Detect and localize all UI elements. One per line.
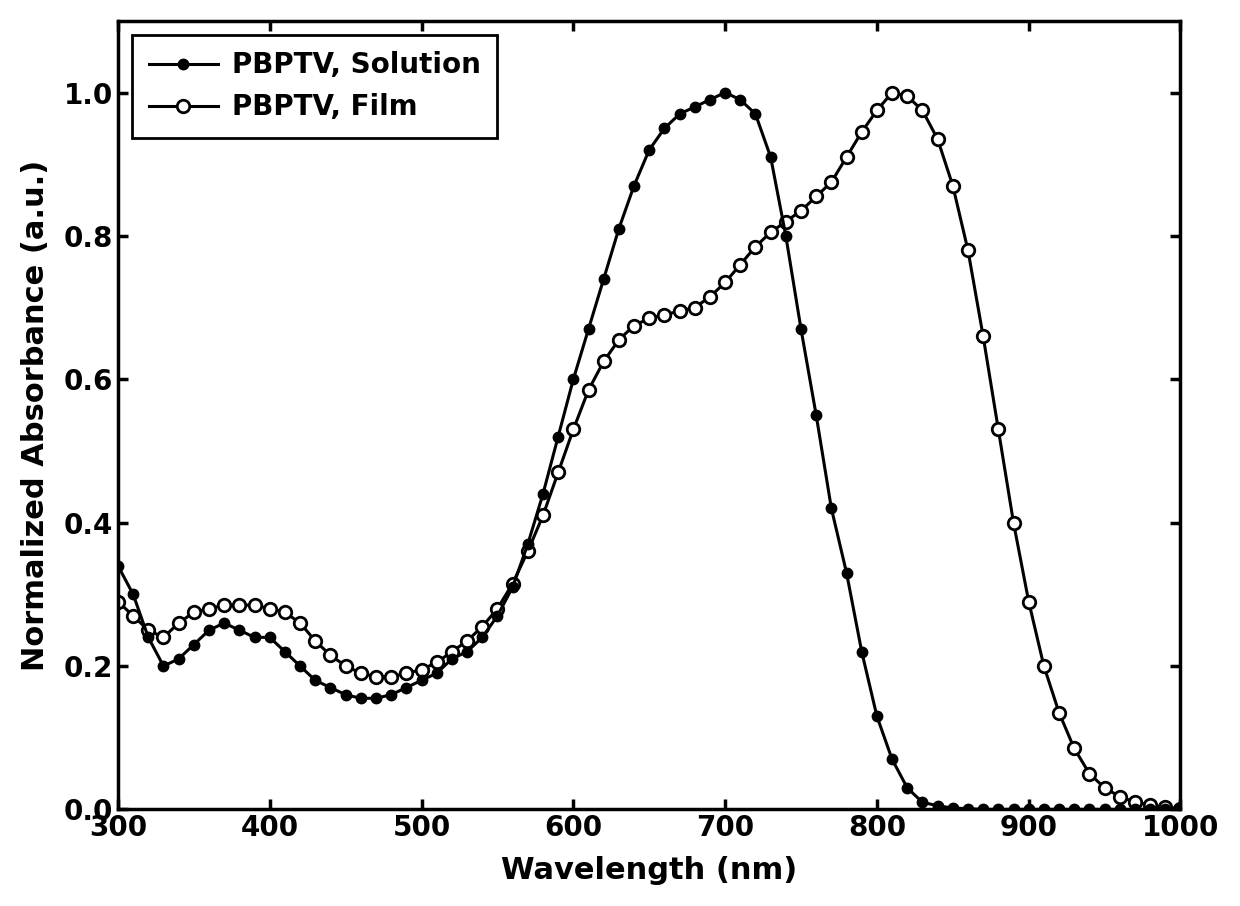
Legend: PBPTV, Solution, PBPTV, Film: PBPTV, Solution, PBPTV, Film [131, 34, 497, 138]
PBPTV, Film [110, 596, 125, 607]
Line: PBPTV, Solution: PBPTV, Solution [113, 88, 1185, 814]
Line: PBPTV, Film: PBPTV, Film [112, 86, 1187, 815]
PBPTV, Film [748, 241, 763, 252]
PBPTV, Solution [110, 560, 125, 571]
PBPTV, Solution [263, 631, 278, 642]
PBPTV, Film [930, 134, 945, 145]
PBPTV, Film [626, 320, 641, 331]
Y-axis label: Normalized Absorbance (a.u.): Normalized Absorbance (a.u.) [21, 159, 50, 670]
PBPTV, Film [1173, 804, 1188, 814]
PBPTV, Solution [976, 804, 991, 814]
X-axis label: Wavelength (nm): Wavelength (nm) [501, 856, 797, 885]
PBPTV, Film [141, 625, 156, 636]
PBPTV, Solution [626, 180, 641, 191]
PBPTV, Film [1127, 796, 1142, 807]
PBPTV, Solution [1173, 804, 1188, 814]
PBPTV, Film [884, 87, 899, 98]
PBPTV, Solution [718, 87, 733, 98]
PBPTV, Film [414, 664, 429, 675]
PBPTV, Solution [1097, 804, 1112, 814]
PBPTV, Solution [1143, 804, 1158, 814]
PBPTV, Solution [763, 151, 777, 162]
PBPTV, Solution [141, 631, 156, 642]
